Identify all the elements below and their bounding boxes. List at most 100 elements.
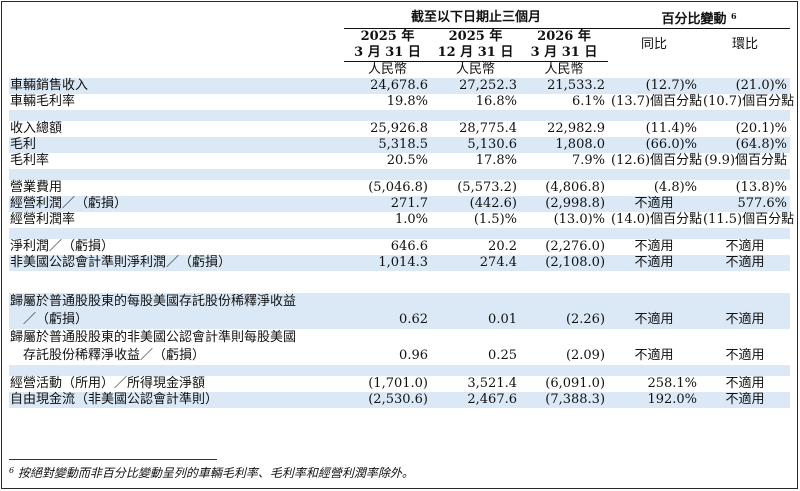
footnote-number: 6	[9, 466, 15, 475]
cell: 不適用	[608, 255, 701, 271]
cell: (11.5)個百分點	[703, 212, 795, 227]
cell: (64.8)%	[700, 137, 791, 153]
cell: 20.5%	[386, 153, 428, 168]
cell: (2,998.8)	[520, 196, 609, 212]
col2-year: 2025 年	[448, 29, 503, 44]
cell: 不適用	[634, 348, 674, 363]
cell: (1.5)%	[473, 212, 517, 227]
table-row: 營業費用 (5,046.8) (5,573.2) (4,806.8) (4.8)…	[9, 180, 790, 196]
table-row: 經營活動（所用）／所得現金淨額 (1,701.0) 3,521.4 (6,091…	[9, 376, 790, 392]
cell: 577.6%	[700, 196, 791, 212]
cell: (4.8)%	[653, 180, 698, 195]
table-row: ／（虧損） 0.62 0.01 (2.26) 不適用 不適用	[9, 311, 791, 329]
cell: (13.8)%	[735, 180, 788, 195]
pct-change-title: 百分比變動	[661, 12, 727, 27]
cell: (66.0)%	[608, 137, 701, 153]
cell: 646.6	[390, 239, 428, 254]
cell: (12.7)%	[608, 78, 701, 94]
footnote-text: 按絕對變動而非百分比變動呈列的車輛毛利率、毛利率和經營利潤率除外。	[17, 466, 414, 480]
table-row: 淨利潤／（虧損） 646.6 20.2 (2,276.0) 不適用 不適用	[9, 239, 790, 255]
row-label: 毛利率	[10, 153, 50, 168]
cell: (5,573.2)	[457, 180, 517, 195]
cell: 22,982.9	[547, 121, 606, 136]
row-label: 營業費用	[10, 180, 63, 195]
cell: 20.2	[488, 239, 517, 254]
cell: (2.26)	[520, 311, 609, 329]
cell: (2,276.0)	[545, 239, 606, 254]
table-row: 歸屬於普通股股東的每股美國存託股份稀釋淨收益	[9, 293, 791, 311]
pct-change-group-header: 百分比變動 6	[608, 8, 791, 29]
table-row: 存託股份稀釋淨收益／（虧損） 0.96 0.25 (2.09) 不適用 不適用	[9, 347, 790, 365]
row-label: 毛利	[9, 137, 344, 153]
cell: 28,775.4	[459, 121, 517, 136]
cell: 0.96	[399, 348, 428, 363]
row-label: 車輛毛利率	[10, 94, 76, 109]
table-row: 經營利潤／（虧損） 271.7 (442.6) (2,998.8) 不適用 57…	[9, 196, 791, 212]
table-row: 收入總額 25,926.8 28,775.4 22,982.9 (11.4)% …	[9, 121, 790, 137]
col3-date: 3 月 31 日	[520, 45, 609, 62]
cell: 271.7	[344, 196, 431, 212]
table-row: 車輛銷售收入 24,678.6 27,252.3 21,533.2 (12.7)…	[9, 78, 791, 94]
table-row: 自由現金流（非美國公認會計準則） (2,530.6) 2,467.6 (7,38…	[9, 392, 791, 408]
cell: 27,252.3	[431, 78, 520, 94]
cell: (13.7)個百分點	[611, 94, 703, 109]
yoy-header: 同比	[641, 37, 668, 53]
cell: (4,806.8)	[545, 180, 606, 195]
cell: 1,808.0	[520, 137, 609, 153]
col3-unit: 人民幣	[544, 62, 584, 77]
row-label: 歸屬於普通股股東的每股美國存託股份稀釋淨收益	[9, 293, 344, 311]
period-group-header: 截至以下日期止三個月	[344, 8, 609, 29]
cell: 6.1%	[572, 94, 606, 109]
cell: 1,014.3	[344, 255, 431, 271]
cell: 5,130.6	[431, 137, 520, 153]
cell: 不適用	[700, 255, 791, 271]
cell: 不適用	[725, 348, 765, 363]
cell: 不適用	[700, 392, 791, 408]
cell: 2,467.6	[431, 392, 520, 408]
table-row: 經營利潤率 1.0% (1.5)% (13.0)% (14.0)個百分點 (11…	[9, 212, 795, 228]
cell: (2.09)	[565, 348, 606, 363]
financial-summary-table: 截至以下日期止三個月 百分比變動 6 2025 年 2025 年 2026 年 …	[9, 8, 795, 408]
cell: 不適用	[634, 239, 674, 254]
cell: (13.0)%	[553, 212, 606, 227]
cell: (7,388.3)	[520, 392, 609, 408]
cell: (1,701.0)	[368, 376, 428, 391]
table-row: 車輛毛利率 19.8% 16.8% 6.1% (13.7)個百分點 (10.7)…	[9, 94, 794, 110]
cell: 0.62	[344, 311, 431, 329]
row-label: 歸屬於普通股股東的非美國公認會計準則每股美國	[10, 330, 297, 345]
col1-unit: 人民幣	[367, 62, 407, 77]
cell: 17.8%	[475, 153, 517, 168]
cell: (2,108.0)	[520, 255, 609, 271]
col1-date: 3 月 31 日	[344, 45, 431, 62]
table-row: 毛利 5,318.5 5,130.6 1,808.0 (66.0)% (64.8…	[9, 137, 791, 153]
cell: (20.1)%	[735, 121, 788, 136]
cell: 3,521.4	[467, 376, 517, 391]
footnote-marker: 6	[731, 11, 737, 21]
row-label: 經營利潤／（虧損）	[9, 196, 344, 212]
qoq-header: 環比	[732, 37, 759, 53]
cell: (12.6)個百分點	[611, 153, 703, 168]
cell: 不適用	[700, 311, 791, 329]
row-label-cont: 存託股份稀釋淨收益／（虧損）	[23, 348, 206, 363]
row-label-cont: ／（虧損）	[9, 311, 344, 329]
cell: 不適用	[725, 239, 765, 254]
row-label: 淨利潤／（虧損）	[10, 239, 115, 254]
cell: (11.4)%	[645, 121, 698, 136]
cell: 7.9%	[572, 153, 606, 168]
cell: 24,678.6	[344, 78, 431, 94]
col2-date: 12 月 31 日	[431, 45, 520, 62]
table-row: 歸屬於普通股股東的非美國公認會計準則每股美國	[9, 329, 790, 347]
cell: (5,046.8)	[368, 180, 428, 195]
cell: (14.0)個百分點	[611, 212, 703, 227]
cell: 274.4	[431, 255, 520, 271]
cell: (442.6)	[431, 196, 520, 212]
cell: 16.8%	[475, 94, 517, 109]
footnote-divider	[9, 459, 217, 460]
cell: (6,091.0)	[545, 376, 606, 391]
row-label: 車輛銷售收入	[9, 78, 344, 94]
row-label: 非美國公認會計準則淨利潤／（虧損）	[9, 255, 344, 271]
cell: 25,926.8	[370, 121, 428, 136]
row-label: 收入總額	[10, 121, 63, 136]
cell: 192.0%	[608, 392, 701, 408]
